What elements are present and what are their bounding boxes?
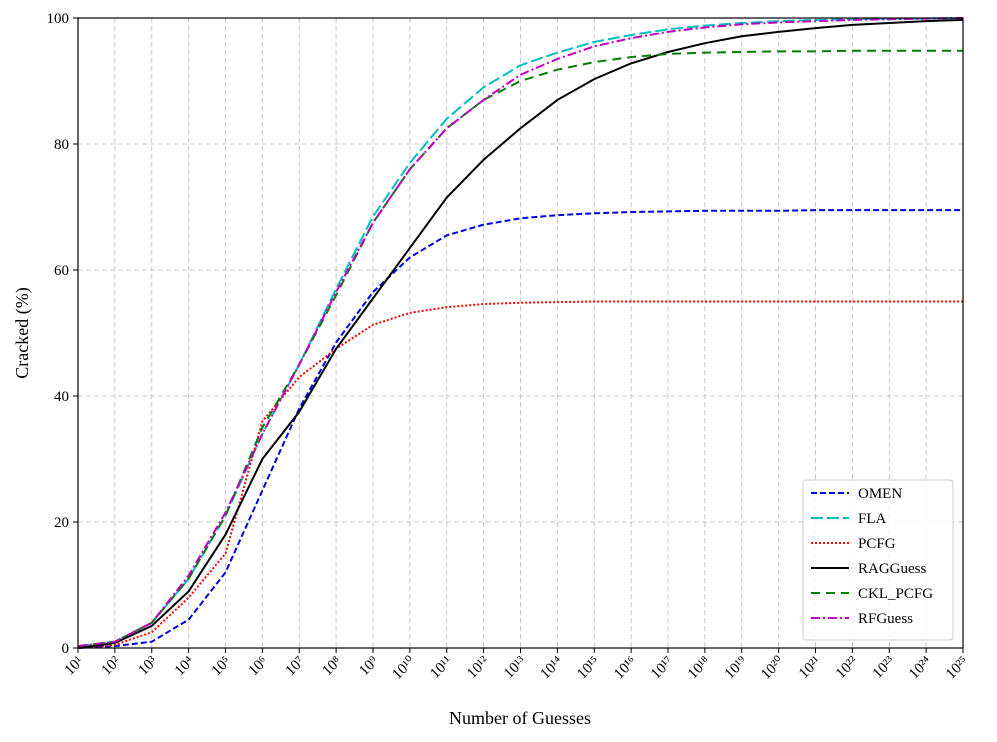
y-tick-label: 20 [54,515,69,531]
legend-box [802,479,954,641]
x-axis-label: Number of Guesses [449,708,591,728]
x-tick-label: 10¹ [62,654,87,679]
x-tick-label: 10¹¹ [427,654,455,682]
x-tick-label: 10⁹ [356,654,382,680]
x-tick-label: 10²¹ [796,654,824,682]
x-tick-label: 10²⁰ [758,654,787,683]
x-tick-label: 10¹⁰ [389,654,418,683]
x-tick-label: 10⁶ [246,654,272,680]
legend-label: CKL_PCFG [858,586,933,602]
plot-frame [77,17,964,649]
x-tick-label: 10²² [833,653,862,682]
data-line [77,300,963,649]
x-tick-label: 10¹⁹ [722,654,751,683]
y-tick-label: 100 [47,11,70,27]
legend-label: FLA [858,511,887,527]
data-line [77,18,964,649]
x-tick-label: 10⁷ [282,654,308,680]
x-tick-label: 10⁵ [209,654,235,680]
x-tick-label: 10⁴ [172,654,198,680]
legend-label: PCFG [858,536,896,552]
x-tick-label: 10¹⁵ [574,654,603,683]
x-tick-label: 10¹⁸ [685,654,714,683]
x-tick-label: 10²⁵ [943,654,972,683]
legend-label: OMEN [858,486,902,502]
x-tick-label: 10⁸ [319,654,345,680]
x-tick-label: 10¹³ [501,653,530,682]
x-tick-label: 10³ [135,653,160,678]
y-tick-label: 60 [54,263,69,279]
x-tick-label: 10¹⁷ [648,654,677,683]
legend-label: RFGuess [858,611,913,627]
y-tick-label: 80 [54,137,69,153]
y-axis-label: Cracked (%) [12,287,33,378]
data-line [77,209,963,649]
x-tick-label: 10¹² [464,653,493,682]
y-tick-label: 0 [62,641,70,657]
x-tick-label: 10²³ [870,653,899,682]
x-tick-label: 10¹⁶ [611,654,640,683]
y-tick-label: 40 [54,389,69,405]
legend: OMEN FLA PCFG RAGGuess CKL_PCFG RFGuess [802,479,954,641]
legend-label: RAGGuess [858,561,926,577]
x-tick-label: 10²⁴ [906,654,935,683]
data-line [77,17,964,648]
data-line [77,49,963,648]
x-tick-label: 10¹⁴ [537,654,566,683]
x-tick-label: 10² [99,653,124,678]
data-line [77,17,964,648]
